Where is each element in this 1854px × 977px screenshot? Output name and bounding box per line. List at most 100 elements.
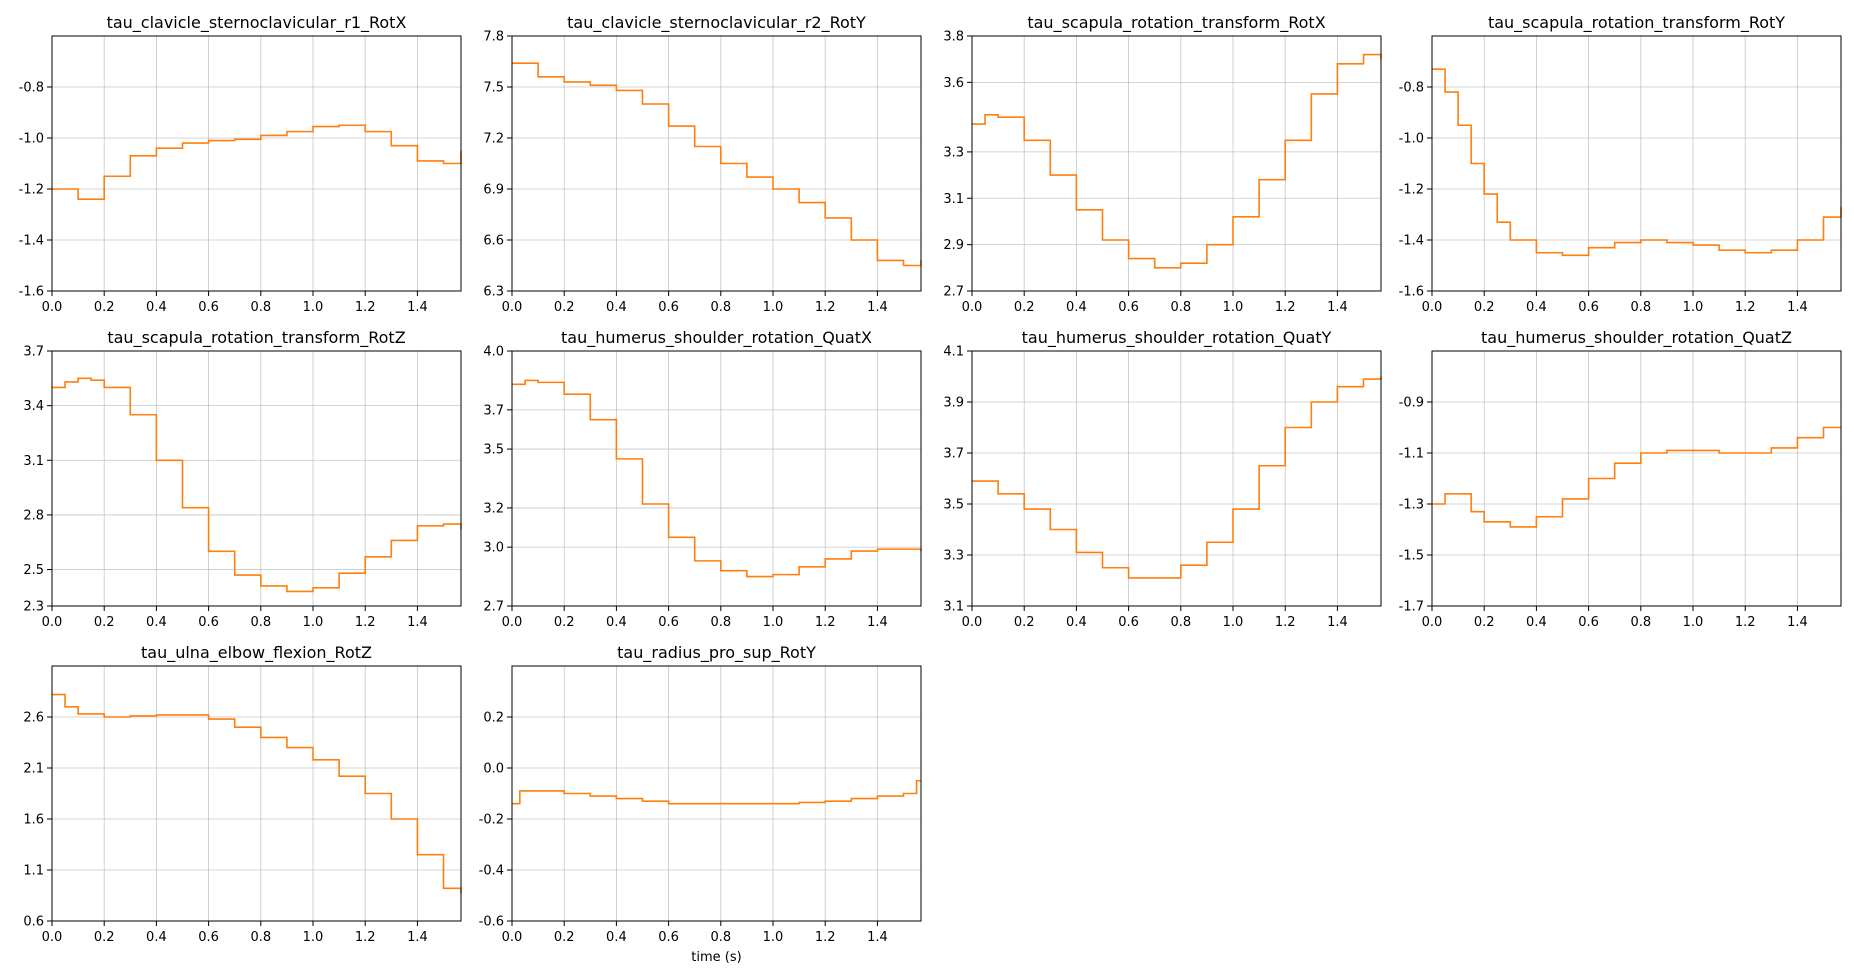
axes-frame	[51, 350, 462, 607]
subplot-10: 0.0 0.2 0.4 0.6 0.8 1.0 1.2 1.4 -0.6 -0.4 -0.2 0.0 0…	[479, 643, 922, 965]
x-tick-label: 1.2	[815, 615, 836, 630]
y-tick-label: 2.5	[23, 563, 44, 578]
y-tick-label: -1.7	[1399, 600, 1424, 615]
x-tick-label: 0.0	[502, 300, 523, 315]
x-tick-label: 0.6	[1118, 615, 1139, 630]
y-tick-label: -0.8	[1399, 81, 1424, 96]
x-tick-label: 0.6	[1118, 300, 1139, 315]
y-tick-label: 4.1	[943, 345, 964, 360]
x-tick-label: 1.2	[815, 930, 836, 945]
x-tick-label: 1.2	[355, 300, 376, 315]
axes-frame	[511, 665, 922, 922]
y-tick-label: 3.9	[943, 396, 964, 411]
subplot-5: 0.0 0.2 0.4 0.6 0.8 1.0 1.2 1.4 2.3 2.5 2.8 3.1 3.4 3…	[23, 328, 462, 630]
y-tick-label: -1.3	[1399, 498, 1424, 513]
x-tick-label: 1.2	[1735, 300, 1756, 315]
x-tick-label: 0.2	[554, 615, 575, 630]
axes-frame	[51, 35, 462, 292]
y-tick-label: 3.6	[943, 76, 964, 91]
y-tick-label: 3.5	[943, 498, 964, 513]
x-tick-label: 0.4	[146, 615, 167, 630]
y-tick-label: 3.3	[943, 145, 964, 160]
y-tick-label: 0.6	[23, 915, 44, 930]
subplot-3: 0.0 0.2 0.4 0.6 0.8 1.0 1.2 1.4 2.7 2.9 3.1 3.3 3.6 3…	[943, 13, 1382, 315]
x-tick-label: 1.2	[1275, 615, 1296, 630]
y-tick-label: 3.7	[943, 447, 964, 462]
series-line	[512, 62, 922, 267]
y-tick-label: -0.6	[479, 915, 504, 930]
x-tick-label: 1.4	[1787, 300, 1808, 315]
subplot-7: 0.0 0.2 0.4 0.6 0.8 1.0 1.2 1.4 3.1 3.3 3.5 3.7 3.9 4…	[943, 328, 1382, 630]
y-tick-label: -1.0	[19, 132, 44, 147]
y-tick-label: 6.6	[483, 234, 504, 249]
x-tick-label: 0.8	[1170, 615, 1191, 630]
subplot-title: tau_scapula_rotation_transform_RotY	[1488, 13, 1785, 33]
y-tick-label: 3.7	[23, 345, 44, 360]
series-line	[52, 693, 462, 894]
x-tick-label: 0.0	[42, 615, 63, 630]
x-tick-label: 0.2	[94, 930, 115, 945]
x-tick-label: 0.8	[1630, 615, 1651, 630]
subplot-title: tau_scapula_rotation_transform_RotZ	[107, 328, 405, 348]
subplot-8: 0.0 0.2 0.4 0.6 0.8 1.0 1.2 1.4 -1.7 -1.5 -1.3 -1.1…	[1399, 328, 1842, 630]
x-tick-label: 0.0	[1422, 300, 1443, 315]
x-axis-label: time (s)	[691, 950, 741, 965]
y-tick-label: 2.7	[483, 600, 504, 615]
x-tick-label: 1.0	[1223, 615, 1244, 630]
y-tick-label: 2.7	[943, 285, 964, 300]
x-tick-label: 0.8	[710, 300, 731, 315]
axes-frame	[1431, 350, 1842, 607]
subplot-title: tau_humerus_shoulder_rotation_QuatX	[561, 328, 872, 348]
y-tick-label: 1.1	[23, 864, 44, 879]
x-tick-label: 0.6	[198, 930, 219, 945]
x-tick-label: 0.8	[1630, 300, 1651, 315]
series-line	[512, 779, 921, 805]
x-tick-label: 1.0	[763, 615, 784, 630]
x-tick-label: 0.6	[658, 930, 679, 945]
y-tick-label: 0.0	[483, 762, 504, 777]
y-tick-label: 7.8	[483, 30, 504, 45]
y-tick-label: -1.6	[1399, 285, 1424, 300]
y-tick-label: -1.2	[19, 183, 44, 198]
y-tick-label: 6.9	[483, 183, 504, 198]
x-tick-label: 0.0	[962, 300, 983, 315]
x-tick-label: 1.0	[1683, 615, 1704, 630]
subplot-title: tau_clavicle_sternoclavicular_r1_RotX	[107, 13, 407, 33]
y-tick-label: 6.3	[483, 285, 504, 300]
y-tick-label: 2.9	[943, 238, 964, 253]
y-tick-label: 0.2	[483, 711, 504, 726]
series-line	[972, 376, 1382, 579]
y-tick-label: -0.9	[1399, 396, 1424, 411]
y-tick-label: 3.1	[943, 600, 964, 615]
x-tick-label: 0.4	[606, 930, 627, 945]
y-tick-label: -1.2	[1399, 183, 1424, 198]
x-tick-label: 0.4	[606, 615, 627, 630]
x-tick-label: 1.2	[1735, 615, 1756, 630]
x-tick-label: 0.0	[42, 930, 63, 945]
y-tick-label: -1.4	[19, 234, 44, 249]
x-tick-label: 0.6	[1578, 300, 1599, 315]
y-tick-label: 2.6	[23, 711, 44, 726]
x-tick-label: 0.4	[606, 300, 627, 315]
axes-frame	[1431, 35, 1842, 292]
y-tick-label: -1.4	[1399, 234, 1424, 249]
y-tick-label: 7.5	[483, 81, 504, 96]
subplot-1: 0.0 0.2 0.4 0.6 0.8 1.0 1.2 1.4 -1.6 -1.4 -1.2 -1.0…	[19, 13, 462, 315]
x-tick-label: 0.4	[146, 930, 167, 945]
x-tick-label: 1.2	[815, 300, 836, 315]
subplot-title: tau_radius_pro_sup_RotY	[617, 643, 816, 663]
series-line	[1432, 68, 1842, 257]
x-tick-label: 1.4	[407, 300, 428, 315]
subplot-9: 0.0 0.2 0.4 0.6 0.8 1.0 1.2 1.4 0.6 1.1 1.6 2.1 2.6 t…	[23, 643, 462, 945]
y-tick-label: 4.0	[483, 345, 504, 360]
y-tick-label: -1.1	[1399, 447, 1424, 462]
x-tick-label: 1.2	[1275, 300, 1296, 315]
x-tick-label: 1.0	[303, 615, 324, 630]
x-tick-label: 0.2	[554, 300, 575, 315]
x-tick-label: 0.8	[250, 300, 271, 315]
y-tick-label: -1.5	[1399, 549, 1424, 564]
x-tick-label: 0.4	[146, 300, 167, 315]
x-tick-label: 0.0	[42, 300, 63, 315]
x-tick-label: 0.2	[1474, 615, 1495, 630]
